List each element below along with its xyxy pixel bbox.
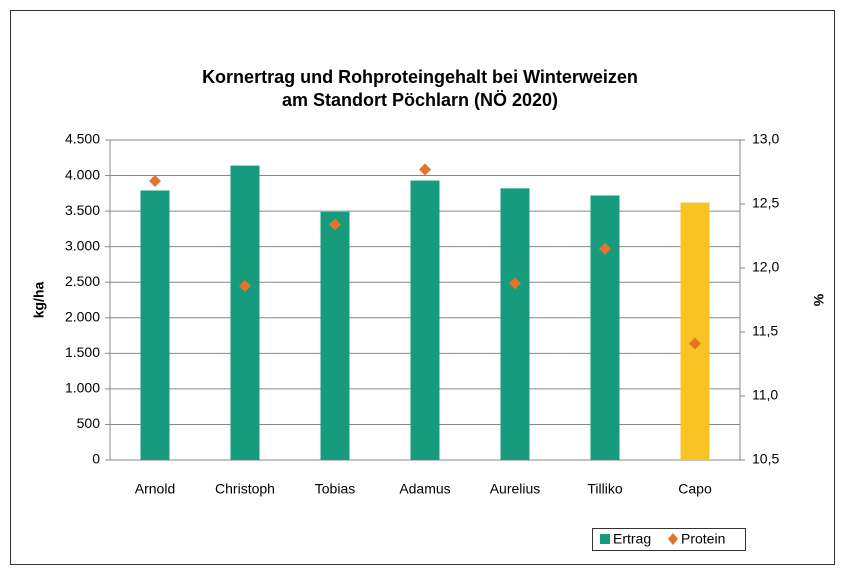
y2-tick-label: 11,0 (752, 387, 778, 403)
bar (500, 188, 530, 460)
bar (230, 165, 260, 460)
y-tick-label: 500 (77, 415, 101, 431)
marker (599, 242, 611, 255)
y-axis-label: kg/ha (31, 282, 47, 319)
x-tick-label: Adamus (399, 481, 450, 497)
x-tick-label: Arnold (135, 481, 175, 497)
y-tick-label: 3.000 (65, 237, 100, 253)
y-tick-label: 2.000 (65, 308, 100, 324)
x-tick-label: Tobias (315, 481, 355, 497)
marker (149, 174, 161, 187)
y-tick-label: 4.500 (65, 131, 100, 147)
y2-tick-label: 10,5 (752, 451, 779, 467)
y-tick-label: 4.000 (65, 166, 100, 182)
marker (239, 279, 251, 292)
y-tick-label: 3.500 (65, 202, 100, 218)
bar (590, 195, 620, 460)
chart-title: Kornertrag und Rohproteingehalt bei Wint… (202, 67, 638, 87)
y2-tick-label: 11,5 (752, 323, 778, 339)
y2-tick-label: 12,5 (752, 195, 779, 211)
marker (329, 218, 341, 231)
y-tick-label: 1.500 (65, 344, 100, 360)
y2-axis-label: % (811, 293, 827, 306)
x-tick-label: Capo (678, 481, 712, 497)
y-tick-label: 1.000 (65, 380, 100, 396)
x-tick-label: Tilliko (587, 481, 622, 497)
x-tick-label: Christoph (215, 481, 275, 497)
legend-swatch (668, 533, 678, 545)
marker (509, 277, 521, 290)
bar (320, 211, 350, 460)
y2-tick-label: 13,0 (752, 131, 779, 147)
legend-label: Ertrag (613, 531, 651, 547)
bar (410, 180, 440, 461)
x-tick-label: Aurelius (490, 481, 541, 497)
chart-title: am Standort Pöchlarn (NÖ 2020) (282, 90, 558, 110)
legend-swatch (600, 534, 610, 544)
marker (419, 163, 431, 176)
y2-tick-label: 12,0 (752, 259, 779, 275)
marker (689, 337, 701, 350)
y-tick-label: 2.500 (65, 273, 100, 289)
y-tick-label: 0 (92, 451, 100, 467)
legend-label: Protein (681, 531, 725, 547)
bar (680, 202, 710, 461)
bar (140, 190, 170, 460)
